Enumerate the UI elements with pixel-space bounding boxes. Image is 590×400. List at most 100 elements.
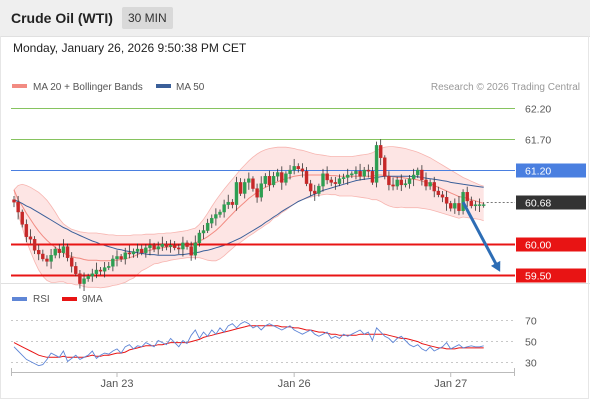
candle xyxy=(28,229,33,244)
candle xyxy=(69,252,74,273)
ma50-line xyxy=(13,175,484,256)
candle xyxy=(205,218,210,234)
candle xyxy=(74,262,78,277)
candle xyxy=(428,179,432,190)
candle xyxy=(152,242,156,253)
candle xyxy=(263,173,268,188)
forecast-arrow-head xyxy=(490,260,501,272)
candle xyxy=(181,236,185,257)
x-tick-label: Jan 26 xyxy=(278,378,311,390)
candle xyxy=(210,214,214,229)
bollinger-bands xyxy=(13,146,484,289)
rsi-ma9-line xyxy=(13,325,484,358)
candlesticks xyxy=(12,139,486,292)
current-price-badge xyxy=(516,195,586,210)
candle xyxy=(300,163,305,178)
candle xyxy=(226,194,230,209)
candle xyxy=(271,171,276,188)
candle xyxy=(61,239,66,258)
candle xyxy=(247,172,251,190)
candle xyxy=(403,179,408,188)
candle xyxy=(280,166,284,190)
candle xyxy=(436,186,441,198)
candle xyxy=(214,208,218,226)
candle xyxy=(481,202,486,208)
candle xyxy=(160,236,165,251)
candle xyxy=(41,249,45,262)
candle xyxy=(275,168,280,182)
candle xyxy=(284,171,288,186)
candle xyxy=(469,196,474,209)
candle xyxy=(325,166,329,185)
level-label-61.20: 61.20 xyxy=(525,166,551,178)
candle xyxy=(346,168,350,185)
candle xyxy=(172,241,177,251)
candle xyxy=(86,273,90,282)
instrument-title: Crude Oil (WTI) xyxy=(11,10,113,26)
ma20-line xyxy=(13,174,484,262)
candle xyxy=(354,166,358,180)
candle xyxy=(432,176,436,198)
rsi-tick-70: 70 xyxy=(525,316,537,328)
level-label-62.20: 62.20 xyxy=(525,104,551,116)
level-labels: 62.20 61.70 61.20 60.00 59.50 60.68 xyxy=(516,104,586,283)
candle xyxy=(424,172,428,191)
candle xyxy=(197,229,202,247)
candle xyxy=(234,176,239,211)
candle xyxy=(193,235,197,260)
candle xyxy=(168,239,173,253)
candle xyxy=(387,171,391,191)
rsi-tick-50: 50 xyxy=(525,337,537,349)
research-credit: Research © 2026 Trading Central xyxy=(431,82,580,93)
candle xyxy=(243,178,247,199)
candle xyxy=(123,247,127,265)
ma20-legend-label: MA 20 + Bollinger Bands xyxy=(33,82,143,93)
candle xyxy=(82,272,86,292)
candle xyxy=(107,262,111,271)
candle xyxy=(374,141,379,188)
candle xyxy=(251,176,255,192)
candle xyxy=(222,199,226,218)
candle xyxy=(378,139,383,166)
forecast-arrow-shaft xyxy=(461,201,499,267)
candle xyxy=(144,244,148,258)
current-price-label: 60.68 xyxy=(525,198,551,210)
candle xyxy=(337,174,342,187)
bollinger-lower-line xyxy=(13,189,484,289)
rsi-legend-label: RSI xyxy=(33,294,50,305)
candle xyxy=(189,241,193,261)
candle xyxy=(292,158,296,175)
candle xyxy=(383,155,387,180)
candle xyxy=(366,164,371,178)
candle xyxy=(32,236,37,254)
candle xyxy=(131,248,136,258)
rsi-line xyxy=(13,321,484,367)
ma20-legend-swatch xyxy=(12,84,27,88)
candle xyxy=(465,186,469,208)
interval-badge[interactable]: 30 MIN xyxy=(122,7,173,29)
candle xyxy=(370,166,375,185)
ma9-legend-label: 9MA xyxy=(82,294,103,305)
candle xyxy=(185,240,189,250)
candle xyxy=(148,239,152,256)
candle xyxy=(267,170,272,192)
candle xyxy=(218,209,222,218)
rsi-legend: RSI 9MA xyxy=(12,294,103,305)
level-label-59.50: 59.50 xyxy=(525,271,551,283)
candle xyxy=(329,176,333,187)
candle xyxy=(164,241,169,251)
x-tick-label: Jan 23 xyxy=(100,378,133,390)
candle xyxy=(391,177,395,191)
ma50-legend-label: MA 50 xyxy=(176,82,205,93)
candle xyxy=(37,244,41,261)
candle xyxy=(102,262,107,278)
candle xyxy=(317,183,321,197)
candle xyxy=(156,241,160,255)
candle xyxy=(420,165,424,186)
candle xyxy=(362,166,366,180)
candle xyxy=(416,167,420,179)
price-levels xyxy=(11,108,515,277)
candle xyxy=(399,174,403,192)
candle xyxy=(20,209,24,228)
